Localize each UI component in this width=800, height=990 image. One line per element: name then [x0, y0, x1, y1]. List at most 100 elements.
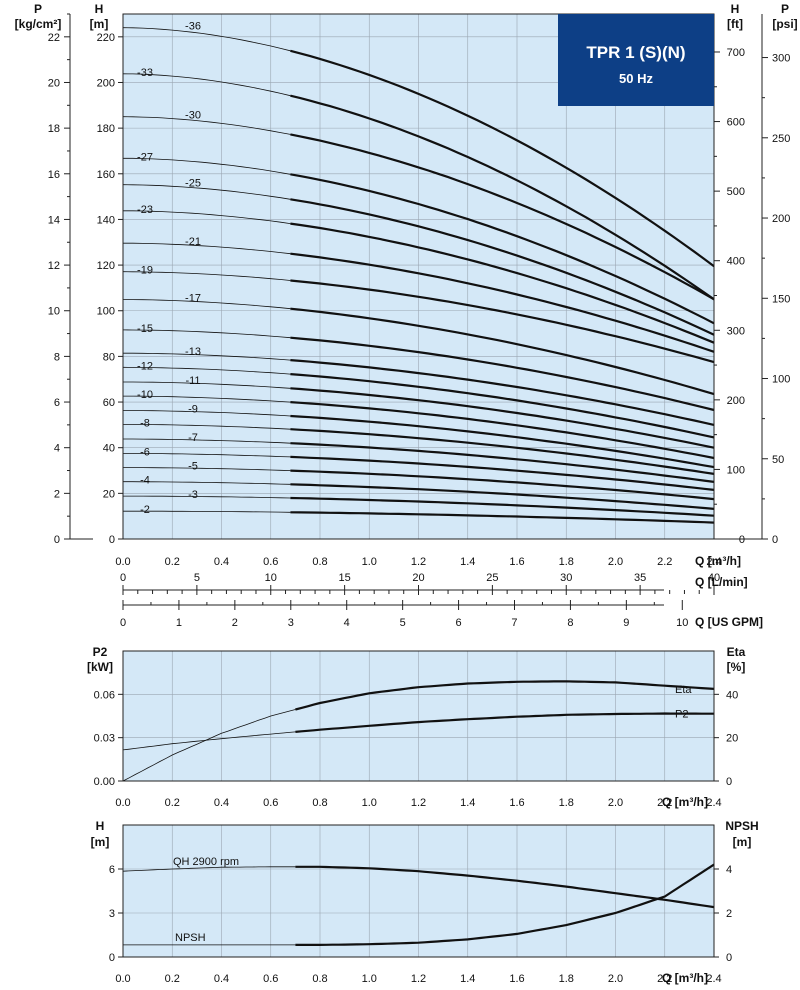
- pressure-kgcm2-tick-label: 18: [48, 123, 60, 135]
- power-x-tick-label: 1.2: [411, 797, 426, 809]
- head-curve-label: -2: [140, 504, 150, 516]
- npsh-head-tick-label: 3: [109, 908, 115, 920]
- flow-m3h-tick-label: 2.4: [706, 556, 721, 568]
- flow-m3h-tick-label: 2.2: [657, 556, 672, 568]
- power-kw-tick-label: 0.03: [94, 733, 115, 745]
- npsh-plot-frame: [122, 824, 715, 958]
- head-curve-label: -13: [185, 346, 201, 358]
- head-curve-33-low-flow: [122, 73, 291, 97]
- head-ft-tick-label: 400: [727, 256, 745, 268]
- npsh-x-tick-label: 0.8: [312, 973, 327, 985]
- npsh-x-tick-label: 0.2: [165, 973, 180, 985]
- pressure-psi-tick-label: 300: [772, 53, 790, 65]
- head-curve-11: [290, 387, 715, 449]
- npsh-x-tick-label: 1.4: [460, 973, 475, 985]
- head-y-tick-label: 80: [103, 351, 115, 363]
- efficiency-axis-title: Eta: [727, 645, 746, 659]
- pressure-kgcm2-axis-title: P: [34, 2, 42, 16]
- head-curve-23-low-flow: [123, 210, 291, 224]
- npsh-x-tick-label: 2.0: [608, 973, 623, 985]
- flow-gpm-axis-label: Q [US GPM]: [695, 615, 763, 629]
- curves: [122, 27, 715, 946]
- head-curve-8-low-flow: [123, 424, 291, 430]
- head-curve-30: [290, 133, 715, 301]
- p2-curve-low-flow: [122, 731, 296, 751]
- head-curve-3-low-flow: [123, 495, 291, 499]
- head-y-tick-label: 200: [97, 77, 115, 89]
- p2-curve-label: P2: [675, 709, 688, 721]
- flow-gpm-tick-label: 7: [511, 617, 517, 629]
- head-curve-21: [290, 252, 715, 353]
- head-y-tick-label: 60: [103, 397, 115, 409]
- head-ft-tick-label: 600: [727, 117, 745, 129]
- flow-gpm-tick-label: 6: [456, 617, 462, 629]
- npsh-head-axis-unit: [m]: [91, 835, 110, 849]
- power-plot-frame: [122, 650, 715, 782]
- flow-gpm-tick-label: 5: [400, 617, 406, 629]
- pressure-kgcm2-tick-label: 4: [54, 443, 60, 455]
- head-ft-tick-label: 300: [727, 325, 745, 337]
- npsh-x-tick-label: 1.6: [509, 973, 524, 985]
- flow-lmin-tick-label: 25: [486, 572, 498, 584]
- flow-lmin-tick-label: 20: [412, 572, 424, 584]
- npsh-x-tick-label: 2.2: [657, 973, 672, 985]
- npsh-x-tick-label: 1.0: [362, 973, 377, 985]
- npsh-head-axis-title: H: [96, 819, 105, 833]
- efficiency-tick-label: 40: [726, 689, 738, 701]
- power-x-tick-label: 2.2: [657, 797, 672, 809]
- flow-lmin-axis-label: Q [L/min]: [695, 575, 748, 589]
- pressure-psi-tick-label: 200: [772, 213, 790, 225]
- npsh-axis-title: NPSH: [725, 819, 758, 833]
- head-y-tick-label: 180: [97, 123, 115, 135]
- head-m-axis-title: H: [95, 2, 104, 16]
- power-kw-tick-label: 0.06: [94, 689, 115, 701]
- flow-gpm-tick-label: 10: [676, 617, 688, 629]
- pressure-kgcm2-tick-label: 14: [48, 214, 60, 226]
- flow-gpm-tick-label: 2: [232, 617, 238, 629]
- npsh-curve-label: NPSH: [175, 932, 206, 944]
- title-box-background: [558, 14, 714, 106]
- power-axis-unit: [kW]: [87, 660, 113, 674]
- head-y-tick-label: 140: [97, 214, 115, 226]
- pressure-kgcm2-tick-label: 8: [54, 351, 60, 363]
- head-curve-10: [290, 401, 715, 460]
- npsh-right-tick-label: 4: [726, 864, 732, 876]
- qh-curve-label: QH 2900 rpm: [173, 856, 239, 868]
- head-curve-30-low-flow: [122, 116, 291, 135]
- head-curve-label: -19: [137, 265, 153, 277]
- flow-lmin-tick-label: 10: [265, 572, 277, 584]
- power-x-tick-label: 0.4: [214, 797, 229, 809]
- head-curve-15: [290, 336, 715, 412]
- head-curve-25: [290, 198, 715, 336]
- pressure-kgcm2-tick-label: 6: [54, 397, 60, 409]
- head-y-tick-label: 20: [103, 488, 115, 500]
- head-curve-4: [290, 483, 715, 510]
- head-curve-23: [290, 222, 715, 344]
- head-curve-6: [290, 455, 715, 491]
- pressure-psi-tick-label: 0: [772, 534, 778, 546]
- head-curve-label: -5: [188, 461, 198, 473]
- head-curve-9: [290, 414, 715, 469]
- power-kw-tick-label: 0.00: [94, 776, 115, 788]
- flow-m3h-tick-label: 0.2: [165, 556, 180, 568]
- efficiency-tick-label: 20: [726, 733, 738, 745]
- npsh-head-tick-label: 0: [109, 952, 115, 964]
- flow-gpm-tick-label: 0: [120, 617, 126, 629]
- head-curve-label: -15: [137, 323, 153, 335]
- flow-m3h-tick-label: 1.2: [411, 556, 426, 568]
- npsh-x-tick-label: 0.4: [214, 973, 229, 985]
- flow-m3h-tick-label: 0.4: [214, 556, 229, 568]
- flow-m3h-tick-label: 2.0: [608, 556, 623, 568]
- pressure-kgcm2-tick-label: 22: [48, 32, 60, 44]
- head-curve-label: -6: [140, 446, 150, 458]
- flow-lmin-tick-label: 5: [194, 572, 200, 584]
- head-curve-13: [290, 359, 715, 426]
- head-curve-label: -12: [137, 360, 153, 372]
- head-curve-11-low-flow: [123, 381, 291, 389]
- head-curve-13-low-flow: [123, 352, 291, 361]
- head-curve-label: -23: [137, 204, 153, 216]
- head-curve-12: [290, 373, 715, 439]
- head-curve-17-low-flow: [123, 299, 291, 310]
- head-m-axis-unit: [m]: [90, 17, 109, 31]
- power-x-tick-label: 1.4: [460, 797, 475, 809]
